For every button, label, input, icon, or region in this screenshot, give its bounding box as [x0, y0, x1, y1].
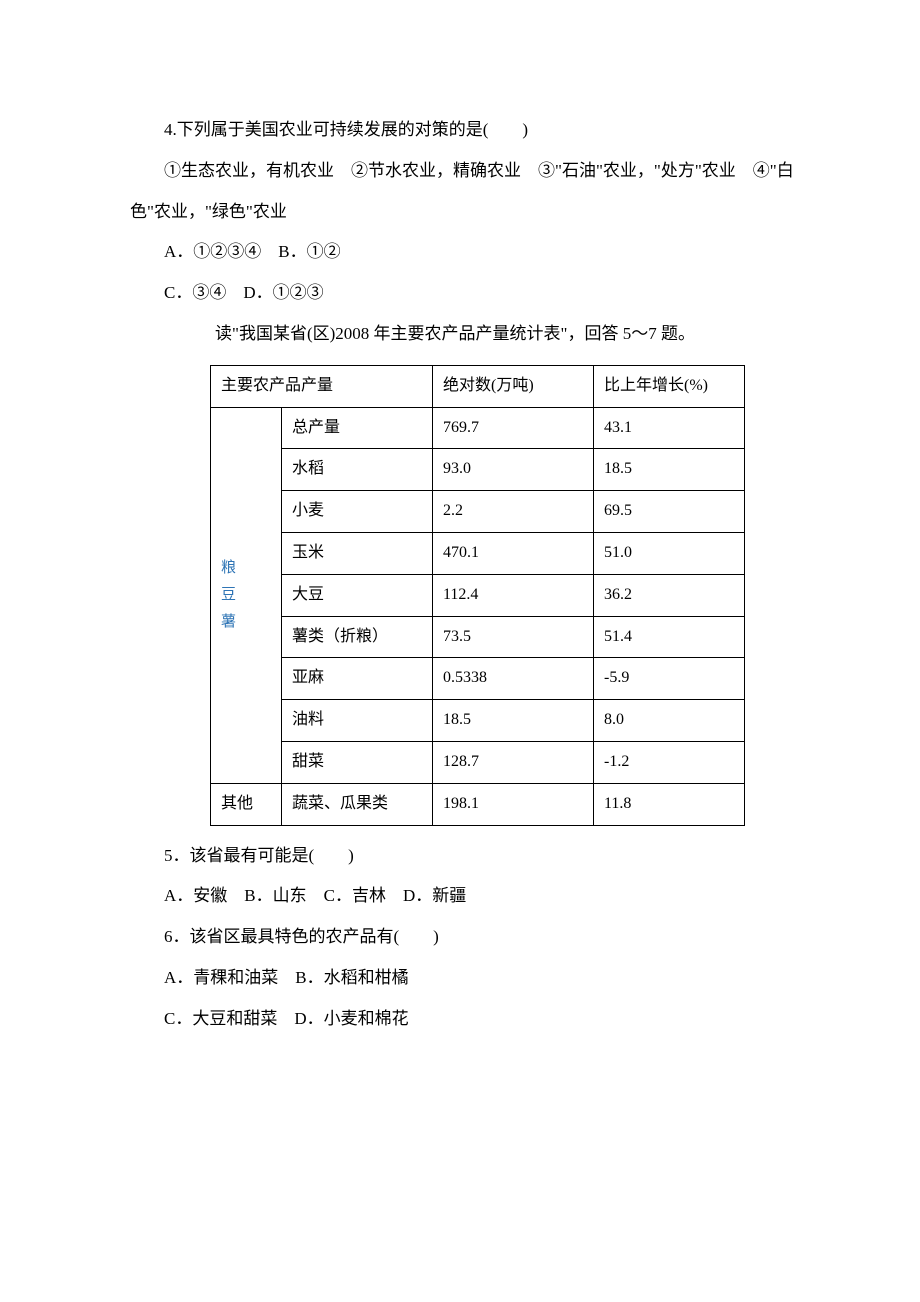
cell-abs: 2.2 — [433, 491, 594, 533]
page: 4.下列属于美国农业可持续发展的对策的是( ) ①生态农业，有机农业 ②节水农业… — [0, 0, 920, 1100]
cell-abs: 128.7 — [433, 741, 594, 783]
product-table: 主要农产品产量 绝对数(万吨) 比上年增长(%) 粮豆薯 总产量 769.7 4… — [210, 365, 745, 826]
table-row: 亚麻 0.5338 -5.9 — [211, 658, 745, 700]
cell-name: 玉米 — [282, 532, 433, 574]
group-grain-label: 粮豆薯 — [211, 407, 282, 783]
table-row: 油料 18.5 8.0 — [211, 700, 745, 742]
cell-pct: -1.2 — [594, 741, 745, 783]
cell-name: 亚麻 — [282, 658, 433, 700]
header-product: 主要农产品产量 — [211, 365, 433, 407]
table-header-row: 主要农产品产量 绝对数(万吨) 比上年增长(%) — [211, 365, 745, 407]
cell-name: 甜菜 — [282, 741, 433, 783]
table-row: 甜菜 128.7 -1.2 — [211, 741, 745, 783]
header-growth: 比上年增长(%) — [594, 365, 745, 407]
cell-abs: 470.1 — [433, 532, 594, 574]
cell-name: 大豆 — [282, 574, 433, 616]
table-row: 其他 蔬菜、瓜果类 198.1 11.8 — [211, 783, 745, 825]
table-row: 水稻 93.0 18.5 — [211, 449, 745, 491]
q6-stem: 6．该省区最具特色的农产品有( ) — [130, 917, 825, 958]
cell-abs: 18.5 — [433, 700, 594, 742]
cell-pct: 11.8 — [594, 783, 745, 825]
cell-name: 蔬菜、瓜果类 — [282, 783, 433, 825]
cell-abs: 198.1 — [433, 783, 594, 825]
cell-name: 油料 — [282, 700, 433, 742]
cell-pct: 51.0 — [594, 532, 745, 574]
table-row: 玉米 470.1 51.0 — [211, 532, 745, 574]
cell-abs: 93.0 — [433, 449, 594, 491]
cell-abs: 112.4 — [433, 574, 594, 616]
table-row: 粮豆薯 总产量 769.7 43.1 — [211, 407, 745, 449]
q5-stem: 5．该省最有可能是( ) — [130, 836, 825, 877]
q4-options-cd: C．③④ D．①②③ — [130, 273, 825, 314]
header-absolute: 绝对数(万吨) — [433, 365, 594, 407]
q5-options: A．安徽 B．山东 C．吉林 D．新疆 — [130, 876, 825, 917]
cell-pct: 8.0 — [594, 700, 745, 742]
cell-pct: 43.1 — [594, 407, 745, 449]
q4-conditions: ①生态农业，有机农业 ②节水农业，精确农业 ③"石油"农业，"处方"农业 ④"白… — [130, 151, 825, 233]
q6-options-ab: A．青稞和油菜 B．水稻和柑橘 — [130, 958, 825, 999]
cell-pct: 51.4 — [594, 616, 745, 658]
cell-name: 小麦 — [282, 491, 433, 533]
cell-pct: 69.5 — [594, 491, 745, 533]
cell-name: 水稻 — [282, 449, 433, 491]
table-row: 小麦 2.2 69.5 — [211, 491, 745, 533]
table-row: 薯类（折粮） 73.5 51.4 — [211, 616, 745, 658]
group-other-label: 其他 — [211, 783, 282, 825]
q4-options-ab: A．①②③④ B．①② — [130, 232, 825, 273]
q4-stem: 4.下列属于美国农业可持续发展的对策的是( ) — [130, 110, 825, 151]
cell-pct: 36.2 — [594, 574, 745, 616]
table-intro: 读"我国某省(区)2008 年主要农产品产量统计表"，回答 5～7 题。 — [130, 314, 825, 355]
cell-abs: 0.5338 — [433, 658, 594, 700]
cell-pct: -5.9 — [594, 658, 745, 700]
cell-abs: 73.5 — [433, 616, 594, 658]
cell-pct: 18.5 — [594, 449, 745, 491]
cell-abs: 769.7 — [433, 407, 594, 449]
cell-name: 薯类（折粮） — [282, 616, 433, 658]
table-row: 大豆 112.4 36.2 — [211, 574, 745, 616]
cell-name: 总产量 — [282, 407, 433, 449]
q6-options-cd: C．大豆和甜菜 D．小麦和棉花 — [130, 999, 825, 1040]
